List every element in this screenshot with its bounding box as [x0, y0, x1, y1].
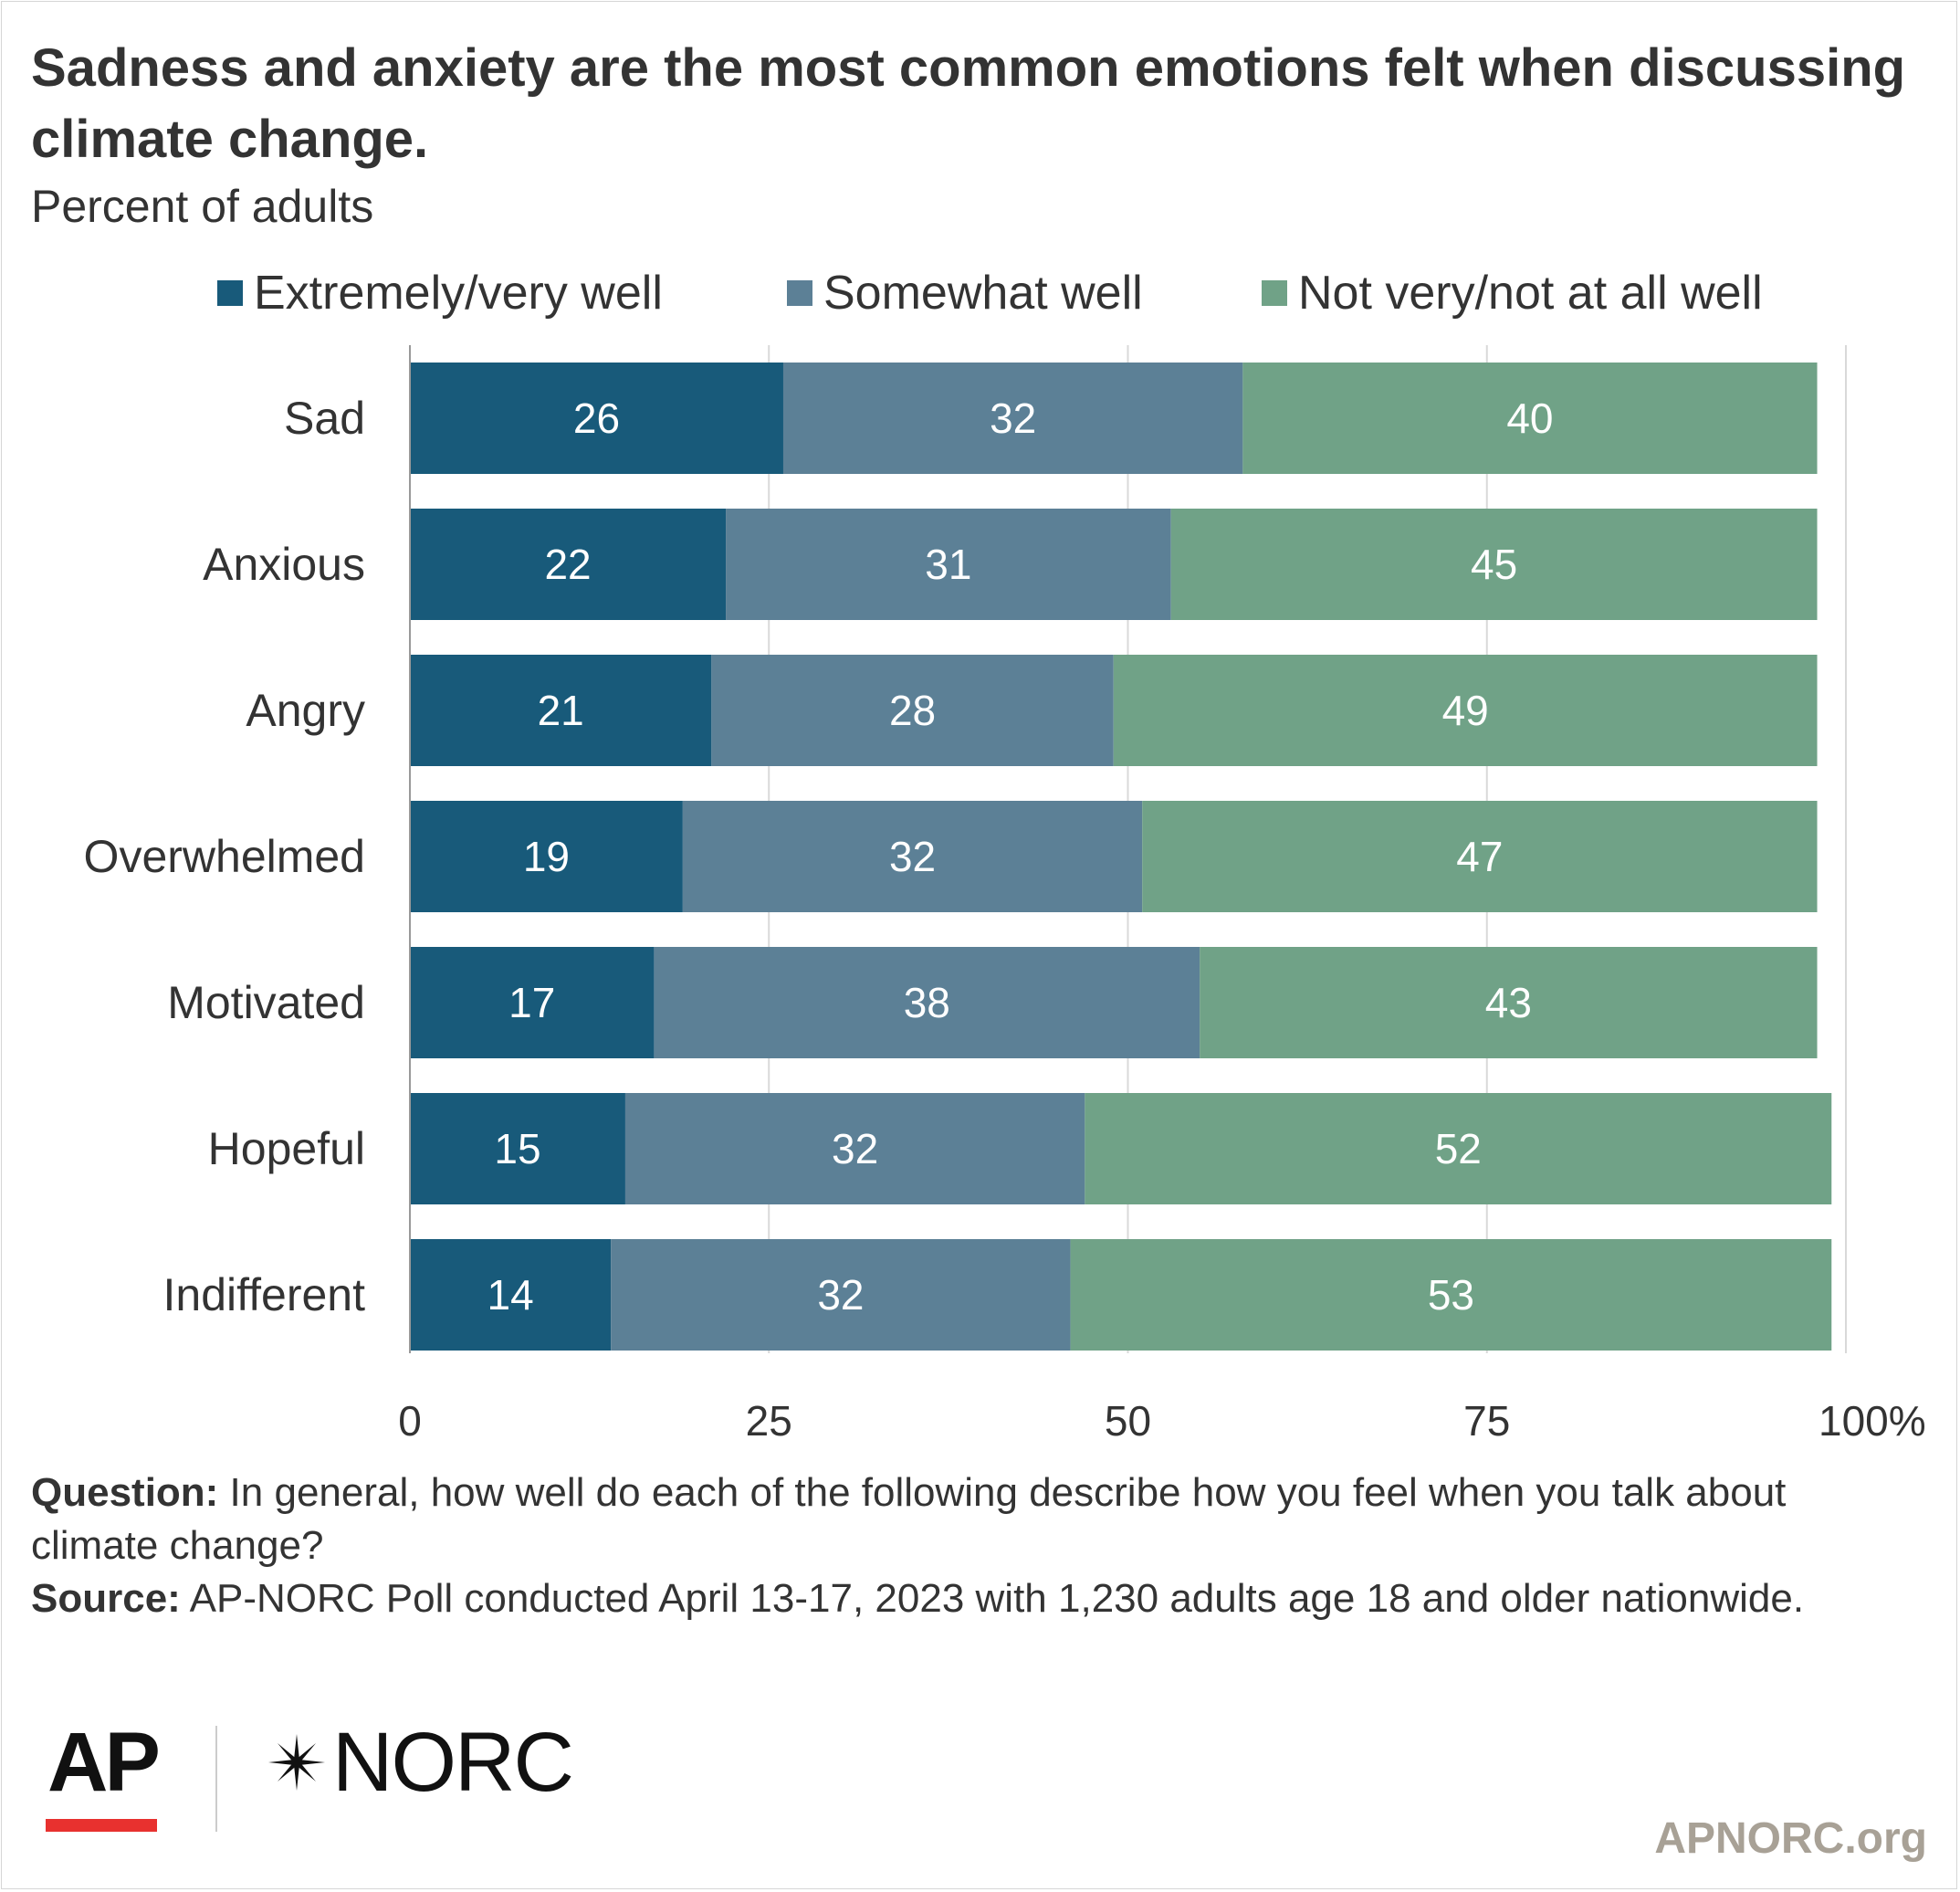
data-label-sad-not-very: 40	[1506, 394, 1553, 442]
category-label-sad: Sad	[284, 393, 365, 444]
source-text: AP-NORC Poll conducted April 13-17, 2023…	[180, 1576, 1805, 1621]
ap-logo-bar	[46, 1819, 157, 1832]
legend-label-not-very: Not very/not at all well	[1298, 267, 1763, 320]
source-label: Source:	[31, 1576, 181, 1621]
bar-overwhelmed-not-very	[1142, 801, 1818, 912]
data-label-overwhelmed-extremely: 19	[523, 833, 570, 880]
category-label-motivated: Motivated	[167, 977, 365, 1028]
data-label-indifferent-extremely: 14	[487, 1271, 534, 1319]
bar-motivated-extremely	[410, 947, 655, 1058]
bar-sad-not-very	[1242, 363, 1818, 474]
x-tick-label-75: 75	[1463, 1397, 1510, 1445]
data-label-motivated-not-very: 43	[1485, 979, 1532, 1026]
category-label-angry: Angry	[246, 685, 365, 736]
bar-indifferent-extremely	[410, 1239, 612, 1351]
data-label-hopeful-extremely: 15	[494, 1125, 540, 1172]
x-tick-label-100: 100%	[1819, 1397, 1926, 1445]
source-note: Source: AP-NORC Poll conducted April 13-…	[31, 1572, 1912, 1625]
norc-star-icon	[268, 1734, 325, 1791]
data-label-angry-extremely: 21	[538, 687, 584, 734]
category-label-overwhelmed: Overwhelmed	[84, 831, 365, 882]
bar-anxious-extremely	[410, 509, 727, 620]
legend-item-somewhat: Somewhat well	[787, 261, 1143, 325]
question-label: Question:	[31, 1470, 219, 1515]
legend-swatch-not-very	[1262, 280, 1287, 306]
data-label-overwhelmed-somewhat: 32	[889, 833, 936, 880]
x-tick-label-0: 0	[398, 1397, 422, 1445]
data-label-angry-not-very: 49	[1442, 687, 1489, 734]
legend-item-extremely: Extremely/very well	[217, 261, 663, 325]
norc-logo-text: NORC	[332, 1716, 574, 1809]
legend-label-extremely: Extremely/very well	[254, 267, 663, 320]
norc-logo: NORC	[267, 1716, 574, 1809]
data-label-overwhelmed-not-very: 47	[1456, 833, 1503, 880]
data-label-sad-somewhat: 32	[990, 394, 1036, 442]
data-label-hopeful-not-very: 52	[1435, 1125, 1482, 1172]
legend: Extremely/very well Somewhat well Not ve…	[0, 261, 1960, 325]
chart-title: Sadness and anxiety are the most common …	[31, 38, 1906, 169]
bar-anxious-not-very	[1170, 509, 1818, 620]
legend-swatch-extremely	[217, 280, 243, 306]
x-tick-label-50: 50	[1105, 1397, 1151, 1445]
data-label-motivated-extremely: 17	[508, 979, 555, 1026]
x-tick-label-25: 25	[746, 1397, 792, 1445]
data-label-hopeful-somewhat: 32	[832, 1125, 878, 1172]
category-label-anxious: Anxious	[203, 539, 365, 590]
question-text: In general, how well do each of the foll…	[31, 1470, 1787, 1568]
bar-angry-extremely	[410, 655, 712, 766]
legend-item-not-very: Not very/not at all well	[1262, 261, 1763, 325]
bar-overwhelmed-somewhat	[682, 801, 1143, 912]
bar-overwhelmed-extremely	[410, 801, 683, 912]
bar-hopeful-not-very	[1085, 1093, 1832, 1204]
data-label-sad-extremely: 26	[573, 394, 620, 442]
bar-anxious-somewhat	[726, 509, 1171, 620]
ap-logo: AP	[47, 1716, 161, 1809]
bar-motivated-not-very	[1200, 947, 1818, 1058]
bar-angry-not-very	[1113, 655, 1818, 766]
bar-hopeful-extremely	[410, 1093, 625, 1204]
chart-subtitle: Percent of adults	[31, 181, 374, 232]
bar-motivated-somewhat	[654, 947, 1200, 1058]
data-label-anxious-somewhat: 31	[925, 541, 971, 588]
bar-sad-extremely	[410, 363, 783, 474]
chart-notes: Question: In general, how well do each o…	[31, 1466, 1912, 1625]
category-label-hopeful: Hopeful	[208, 1123, 365, 1174]
legend-label-somewhat: Somewhat well	[823, 267, 1143, 320]
stacked-bar-chart: Sad 26 32 40 Anxious 22 31 45 Angry 21 28 49 Overwhe…	[84, 345, 1926, 1445]
bar-sad-somewhat	[782, 363, 1243, 474]
data-label-motivated-somewhat: 38	[904, 979, 950, 1026]
legend-swatch-somewhat	[787, 280, 812, 306]
bar-hopeful-somewhat	[624, 1093, 1085, 1204]
data-label-anxious-not-very: 45	[1471, 541, 1517, 588]
data-label-indifferent-somewhat: 32	[817, 1271, 864, 1319]
question-note: Question: In general, how well do each o…	[31, 1466, 1912, 1572]
category-label-indifferent: Indifferent	[163, 1269, 366, 1320]
data-label-anxious-extremely: 22	[544, 541, 591, 588]
data-label-angry-somewhat: 28	[889, 687, 936, 734]
apnorc-url: APNORC.org	[1654, 1814, 1927, 1863]
bar-indifferent-somewhat	[611, 1239, 1071, 1351]
bar-angry-somewhat	[711, 655, 1114, 766]
data-label-indifferent-not-very: 53	[1428, 1271, 1474, 1319]
bar-indifferent-not-very	[1070, 1239, 1832, 1351]
logo-divider	[215, 1726, 217, 1832]
